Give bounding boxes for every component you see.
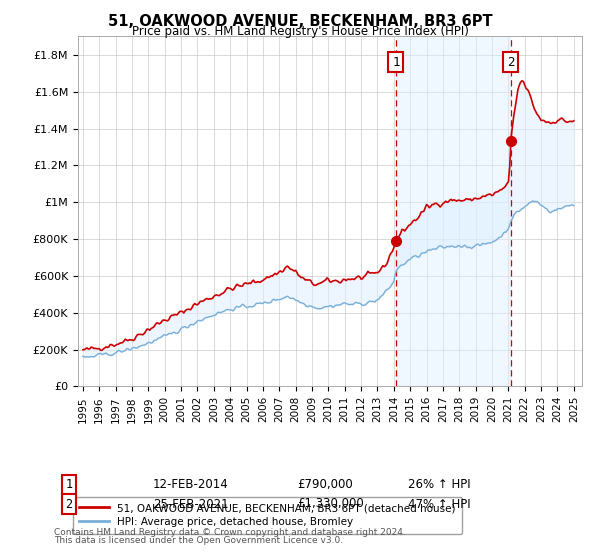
Text: £1,330,000: £1,330,000 — [297, 497, 364, 511]
Text: 1: 1 — [392, 55, 400, 69]
Text: This data is licensed under the Open Government Licence v3.0.: This data is licensed under the Open Gov… — [54, 536, 343, 545]
Text: 25-FEB-2021: 25-FEB-2021 — [153, 497, 229, 511]
Text: 47% ↑ HPI: 47% ↑ HPI — [408, 497, 470, 511]
Text: 26% ↑ HPI: 26% ↑ HPI — [408, 478, 470, 491]
Text: 51, OAKWOOD AVENUE, BECKENHAM, BR3 6PT: 51, OAKWOOD AVENUE, BECKENHAM, BR3 6PT — [107, 14, 493, 29]
Text: 2: 2 — [65, 497, 73, 511]
Text: £790,000: £790,000 — [297, 478, 353, 491]
Text: Contains HM Land Registry data © Crown copyright and database right 2024.: Contains HM Land Registry data © Crown c… — [54, 528, 406, 536]
Text: 12-FEB-2014: 12-FEB-2014 — [153, 478, 229, 491]
Text: 2: 2 — [507, 55, 515, 69]
Legend: 51, OAKWOOD AVENUE, BECKENHAM, BR3 6PT (detached house), HPI: Average price, det: 51, OAKWOOD AVENUE, BECKENHAM, BR3 6PT (… — [73, 497, 461, 534]
Text: Price paid vs. HM Land Registry's House Price Index (HPI): Price paid vs. HM Land Registry's House … — [131, 25, 469, 38]
Text: 1: 1 — [65, 478, 73, 491]
